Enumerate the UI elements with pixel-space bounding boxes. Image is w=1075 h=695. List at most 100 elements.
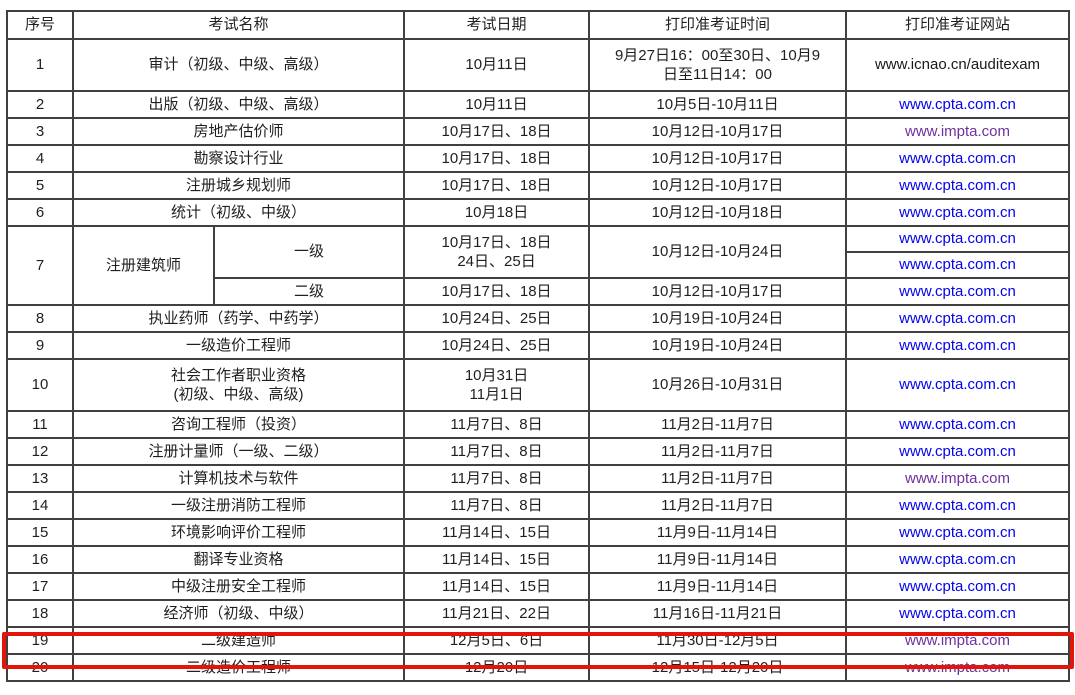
cell-print-time: 10月5日-10月11日 xyxy=(588,90,848,119)
cell-exam-name: 二级建造师 xyxy=(71,626,406,655)
header-exam-name: 考试名称 xyxy=(71,10,406,40)
table-row: 9 一级造价工程师 10月24日、25日 10月19日-10月24日 www.c… xyxy=(6,331,1071,360)
cell-exam-date: 12月5日、6日 xyxy=(403,626,591,655)
website-link[interactable]: www.impta.com xyxy=(905,658,1011,676)
website-link[interactable]: www.impta.com xyxy=(905,122,1011,140)
cell-exam-name: 注册计量师（一级、二级） xyxy=(71,437,406,466)
cell-print-time: 10月19日-10月24日 xyxy=(588,331,848,360)
cell-print-time: 12月15日-12月20日 xyxy=(588,653,848,682)
cell-exam-date: 12月20日 xyxy=(403,653,591,682)
cell-print-site: www.impta.com xyxy=(845,464,1071,493)
cell-print-site: www.icnao.cn/auditexam xyxy=(845,38,1071,92)
cell-print-time: 10月12日-10月18日 xyxy=(588,198,848,227)
cell-print-site: www.cpta.com.cn xyxy=(845,491,1071,520)
table-row: 11 咨询工程师（投资） 11月7日、8日 11月2日-11月7日 www.cp… xyxy=(6,410,1071,439)
table-row: 16 翻译专业资格 11月14日、15日 11月9日-11月14日 www.cp… xyxy=(6,545,1071,574)
website-link[interactable]: www.cpta.com.cn xyxy=(899,203,1016,221)
table-row: 2 出版（初级、中级、高级） 10月11日 10月5日-10月11日 www.c… xyxy=(6,90,1071,119)
cell-print-time: 11月16日-11月21日 xyxy=(588,599,848,628)
website-link[interactable]: www.cpta.com.cn xyxy=(899,604,1016,622)
table-row: 7 注册建筑师 一级 10月17日、18日 24日、25日 10月12日-10月… xyxy=(6,225,1071,306)
header-print-time: 打印准考证时间 xyxy=(588,10,848,40)
cell-no: 12 xyxy=(6,437,74,466)
website-link[interactable]: www.impta.com xyxy=(905,631,1011,649)
cell-exam-date: 10月17日、18日 xyxy=(403,171,591,200)
cell-no: 7 xyxy=(6,225,74,306)
cell-print-time: 11月9日-11月14日 xyxy=(588,572,848,601)
table-row: 15 环境影响评价工程师 11月14日、15日 11月9日-11月14日 www… xyxy=(6,518,1071,547)
cell-no: 8 xyxy=(6,304,74,333)
website-link[interactable]: www.cpta.com.cn xyxy=(899,149,1016,167)
website-link[interactable]: www.cpta.com.cn xyxy=(899,256,1016,274)
cell-exam-date: 10月24日、25日 xyxy=(403,331,591,360)
table-row: 5 注册城乡规划师 10月17日、18日 10月12日-10月17日 www.c… xyxy=(6,171,1071,200)
website-link[interactable]: www.cpta.com.cn xyxy=(899,442,1016,460)
cell-exam-name: 翻译专业资格 xyxy=(71,545,406,574)
cell-print-time: 11月2日-11月7日 xyxy=(588,437,848,466)
website-link[interactable]: www.cpta.com.cn xyxy=(899,336,1016,354)
cell-no: 14 xyxy=(6,491,74,520)
table-row: 20 二级造价工程师 12月20日 12月15日-12月20日 www.impt… xyxy=(6,653,1071,682)
cell-no: 16 xyxy=(6,545,74,574)
cell-print-site: www.cpta.com.cn xyxy=(845,437,1071,466)
cell-exam-date: 10月11日 xyxy=(403,90,591,119)
website-link[interactable]: www.cpta.com.cn xyxy=(899,230,1016,248)
website-link[interactable]: www.cpta.com.cn xyxy=(899,523,1016,541)
cell-exam-date: 11月7日、8日 xyxy=(403,491,591,520)
cell-print-time: 10月12日-10月24日 xyxy=(588,225,848,279)
cell-print-time: 10月12日-10月17日 xyxy=(588,171,848,200)
website-link[interactable]: www.cpta.com.cn xyxy=(899,496,1016,514)
cell-print-site: www.cpta.com.cn xyxy=(845,90,1071,119)
table-row: www.cpta.com.cn xyxy=(7,251,1071,279)
website-link[interactable]: www.cpta.com.cn xyxy=(899,550,1016,568)
cell-exam-name: 审计（初级、中级、高级） xyxy=(71,38,406,92)
cell-exam-name: 执业药师（药学、中药学） xyxy=(71,304,406,333)
cell-print-site: www.cpta.com.cn xyxy=(845,225,1071,253)
website-link[interactable]: www.icnao.cn/auditexam xyxy=(874,56,1041,74)
cell-exam-name: 社会工作者职业资格 (初级、中级、高级) xyxy=(71,358,406,412)
table-row: 3 房地产估价师 10月17日、18日 10月12日-10月17日 www.im… xyxy=(6,117,1071,146)
cell-no: 2 xyxy=(6,90,74,119)
cell-print-site: www.cpta.com.cn xyxy=(845,572,1071,601)
website-link[interactable]: www.cpta.com.cn xyxy=(899,282,1016,300)
website-link[interactable]: www.impta.com xyxy=(905,469,1011,487)
website-link[interactable]: www.cpta.com.cn xyxy=(899,376,1016,394)
cell-print-time: 11月2日-11月7日 xyxy=(588,410,848,439)
table-row: 4 勘察设计行业 10月17日、18日 10月12日-10月17日 www.cp… xyxy=(6,144,1071,173)
cell-exam-date: 11月21日、22日 xyxy=(403,599,591,628)
cell-exam-name: 一级注册消防工程师 xyxy=(71,491,406,520)
website-link[interactable]: www.cpta.com.cn xyxy=(899,95,1016,113)
table-row: 10 社会工作者职业资格 (初级、中级、高级) 10月31日 11月1日 10月… xyxy=(6,358,1071,412)
website-link[interactable]: www.cpta.com.cn xyxy=(899,577,1016,595)
table-row: 14 一级注册消防工程师 11月7日、8日 11月2日-11月7日 www.cp… xyxy=(6,491,1071,520)
cell-exam-date: 10月11日 xyxy=(403,38,591,92)
cell-exam-name: 出版（初级、中级、高级） xyxy=(71,90,406,119)
table-row: 18 经济师（初级、中级） 11月21日、22日 11月16日-11月21日 w… xyxy=(6,599,1071,628)
cell-no: 5 xyxy=(6,171,74,200)
table-row: 8 执业药师（药学、中药学） 10月24日、25日 10月19日-10月24日 … xyxy=(6,304,1071,333)
website-link[interactable]: www.cpta.com.cn xyxy=(899,415,1016,433)
website-link[interactable]: www.cpta.com.cn xyxy=(899,176,1016,194)
cell-exam-date: 10月17日、18日 24日、25日 xyxy=(403,225,591,279)
cell-print-site: www.cpta.com.cn xyxy=(845,304,1071,333)
cell-exam-name: 咨询工程师（投资） xyxy=(71,410,406,439)
cell-print-site: www.cpta.com.cn xyxy=(845,331,1071,360)
cell-no: 20 xyxy=(6,653,74,682)
cell-print-site: www.impta.com xyxy=(845,117,1071,146)
cell-print-site: www.cpta.com.cn xyxy=(845,251,1071,279)
cell-exam-name: 统计（初级、中级） xyxy=(71,198,406,227)
cell-print-site: www.cpta.com.cn xyxy=(845,518,1071,547)
website-link[interactable]: www.cpta.com.cn xyxy=(899,309,1016,327)
cell-exam-name: 一级造价工程师 xyxy=(71,331,406,360)
cell-print-time: 11月9日-11月14日 xyxy=(588,518,848,547)
cell-print-time: 11月9日-11月14日 xyxy=(588,545,848,574)
cell-exam-date: 10月31日 11月1日 xyxy=(403,358,591,412)
cell-exam-name: 勘察设计行业 xyxy=(71,144,406,173)
table-header-row: 序号 考试名称 考试日期 打印准考证时间 打印准考证网站 xyxy=(6,10,1071,40)
exam-schedule-table: 序号 考试名称 考试日期 打印准考证时间 打印准考证网站 1 审计（初级、中级、… xyxy=(6,10,1071,682)
table-row: 17 中级注册安全工程师 11月14日、15日 11月9日-11月14日 www… xyxy=(6,572,1071,601)
cell-exam-name: 二级造价工程师 xyxy=(71,653,406,682)
cell-print-time: 10月26日-10月31日 xyxy=(588,358,848,412)
cell-no: 15 xyxy=(6,518,74,547)
cell-print-time: 10月12日-10月17日 xyxy=(588,277,848,306)
